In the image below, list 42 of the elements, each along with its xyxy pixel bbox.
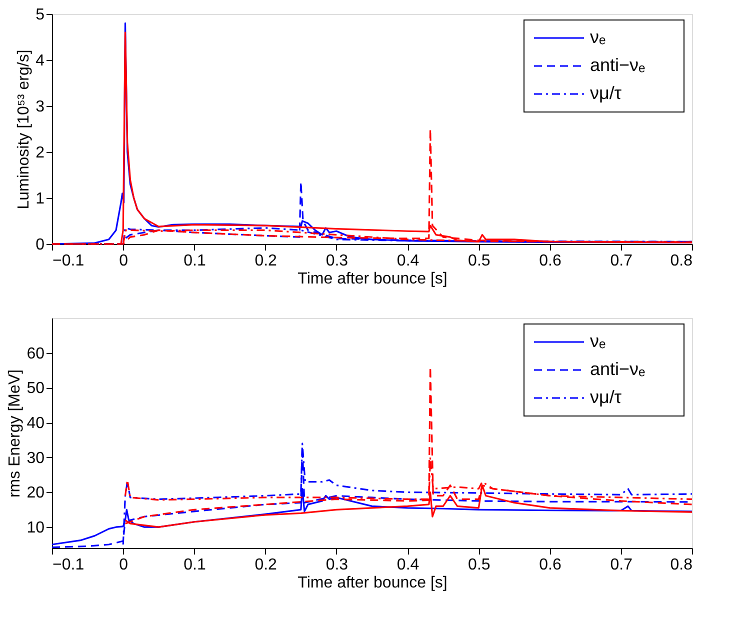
legend-label: νμ/τ xyxy=(590,387,622,407)
x-tick-label: 0.4 xyxy=(396,252,420,270)
y-axis-title: Luminosity [10⁵³ erg/s] xyxy=(16,50,33,210)
x-tick-label: 0.1 xyxy=(184,556,206,574)
y-tick-label: 3 xyxy=(36,98,45,116)
y-tick-label: 30 xyxy=(26,450,45,467)
x-tick-label: 0.7 xyxy=(610,252,633,270)
legend-label: anti−νₑ xyxy=(590,359,646,379)
x-tick-label: 0.2 xyxy=(254,556,278,574)
x-axis-title: Time after bounce [s] xyxy=(298,270,448,288)
y-tick-label: 0 xyxy=(36,236,45,254)
y-tick-label: 4 xyxy=(36,52,45,70)
y-tick-label: 50 xyxy=(26,380,45,398)
x-tick-label: −0.1 xyxy=(52,556,84,574)
x-tick-label: 0.7 xyxy=(610,556,633,574)
y-tick-label: 20 xyxy=(26,484,45,502)
y-tick-label: 2 xyxy=(36,144,45,162)
legend-label: νₑ xyxy=(590,331,606,351)
x-tick-label: 0.1 xyxy=(184,252,206,270)
x-tick-label: −0.1 xyxy=(52,252,84,270)
y-tick-label: 1 xyxy=(36,190,45,208)
x-tick-label: 0.8 xyxy=(670,252,693,270)
x-tick-label: 0.5 xyxy=(468,556,490,574)
x-tick-label: 0.2 xyxy=(254,252,278,270)
legend-label: νμ/τ xyxy=(590,83,622,103)
legend-label: νₑ xyxy=(590,27,606,47)
legend-label: anti−νₑ xyxy=(590,55,646,75)
x-tick-label: 0.8 xyxy=(670,556,693,574)
x-tick-label: 0.4 xyxy=(396,556,420,574)
y-tick-label: 40 xyxy=(26,415,45,432)
x-axis-title: Time after bounce [s] xyxy=(298,574,448,592)
x-tick-label: 0 xyxy=(119,252,128,270)
x-tick-label: 0.3 xyxy=(326,556,348,574)
x-tick-label: 0 xyxy=(119,556,128,574)
x-tick-label: 0.6 xyxy=(539,252,562,270)
y-tick-label: 10 xyxy=(26,520,45,537)
y-axis-title: rms Energy [MeV] xyxy=(6,369,24,498)
x-tick-label: 0.6 xyxy=(539,556,562,574)
y-tick-label: 60 xyxy=(26,345,45,362)
y-tick-label: 5 xyxy=(36,6,45,24)
x-tick-label: 0.3 xyxy=(326,252,348,270)
x-tick-label: 0.5 xyxy=(468,252,490,270)
